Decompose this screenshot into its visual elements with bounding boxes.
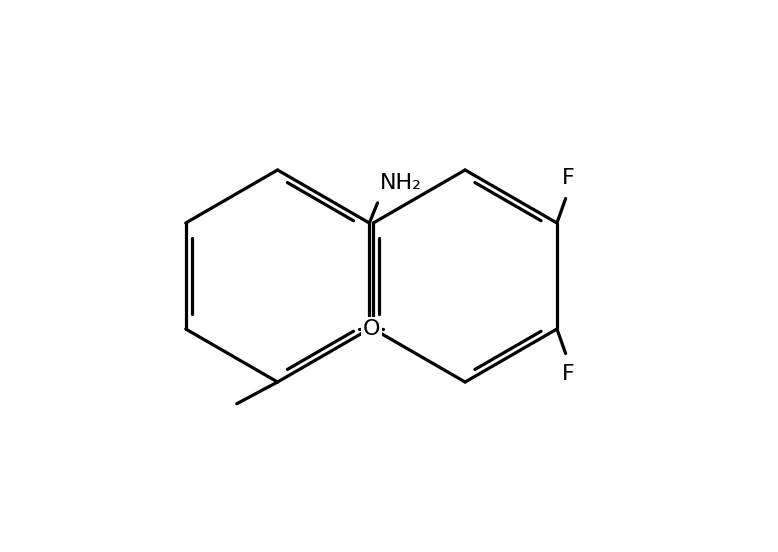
Text: NH₂: NH₂	[380, 173, 422, 193]
Text: O: O	[363, 319, 380, 339]
Text: F: F	[562, 168, 574, 188]
Text: F: F	[562, 364, 574, 384]
